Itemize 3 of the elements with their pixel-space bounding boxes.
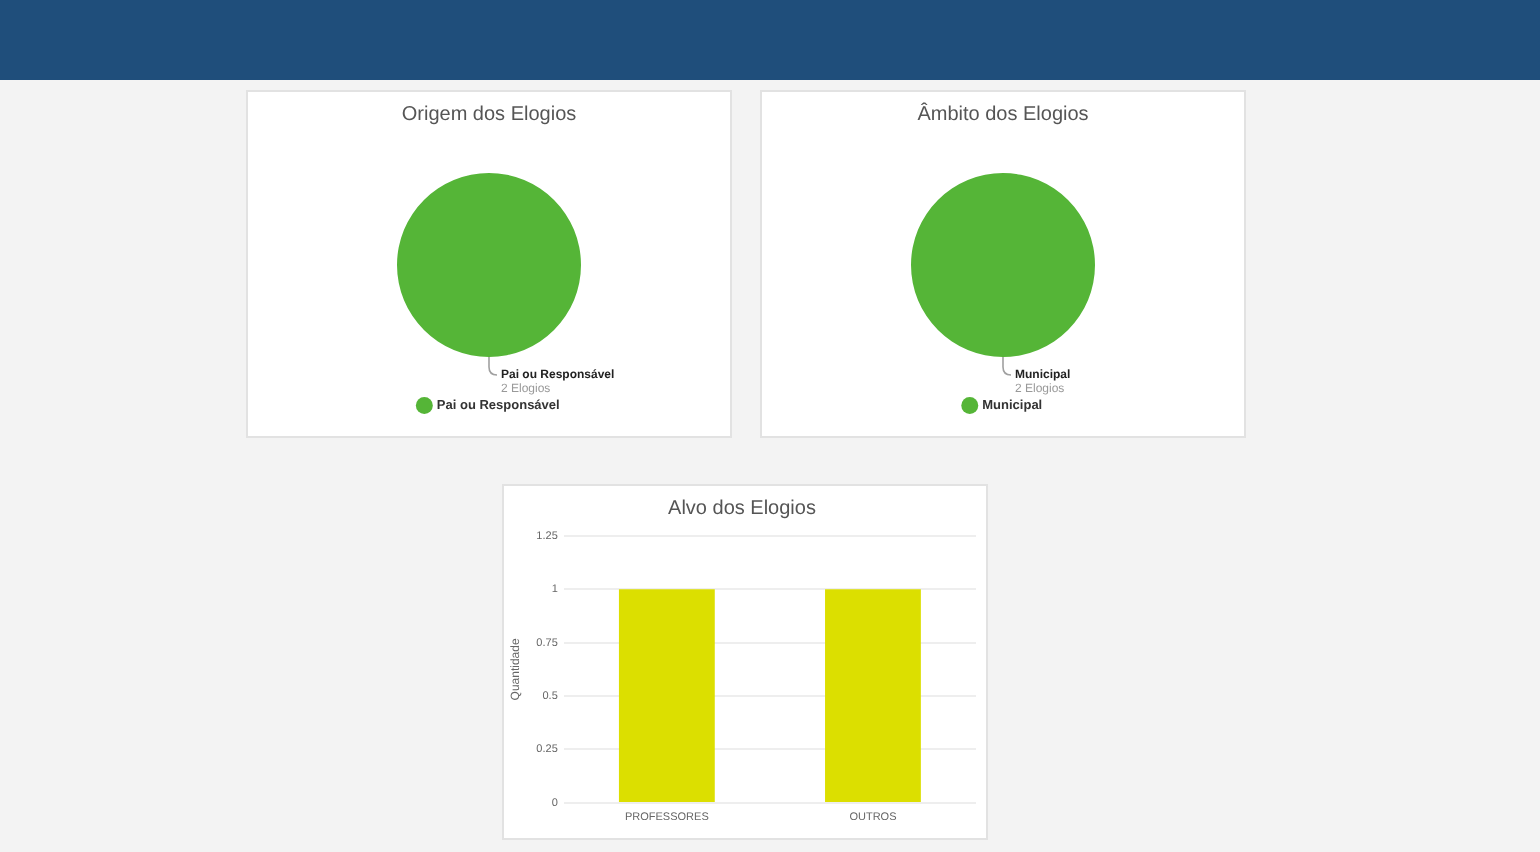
chart-title: Âmbito dos Elogios bbox=[917, 101, 1089, 126]
chart-title: Alvo dos Elogios bbox=[668, 497, 816, 520]
chart-title: Origem dos Elogios bbox=[401, 103, 577, 126]
